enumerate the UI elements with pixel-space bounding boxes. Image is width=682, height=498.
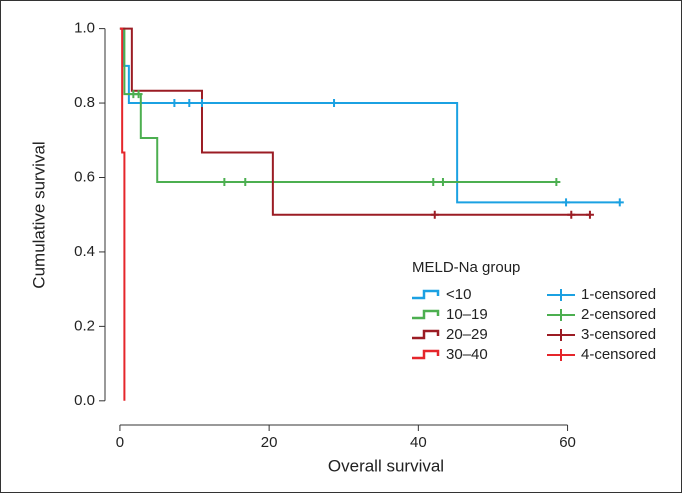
censor-mark [552, 177, 561, 186]
censor-mark [567, 210, 576, 219]
legend-label: 30–40 [446, 346, 488, 363]
censor-mark [430, 210, 439, 219]
legend-label: 3-censored [581, 326, 656, 343]
legend-label: 20–29 [446, 326, 488, 343]
censor-mark [429, 177, 438, 186]
survival-line [119, 27, 557, 183]
y-tick-label: 0.8 [74, 94, 95, 111]
legend-marker [547, 289, 575, 301]
y-tick-label: 0.0 [74, 392, 95, 409]
censor-mark [197, 99, 206, 108]
legend-marker [547, 349, 575, 361]
censor-mark [185, 99, 194, 108]
censor-mark [585, 210, 594, 219]
y-tick-label: 0.4 [74, 243, 95, 260]
y-tick-label: 0.6 [74, 168, 95, 185]
censor-mark [330, 99, 339, 108]
y-tick-label: 0.2 [74, 317, 95, 334]
censor-mark [220, 177, 229, 186]
legend-marker [412, 349, 440, 360]
survival-line [119, 27, 126, 401]
x-tick-label: 20 [261, 434, 278, 451]
legend-label: 2-censored [581, 306, 656, 323]
legend-marker [547, 309, 575, 321]
censor-mark [615, 198, 624, 207]
x-tick-label: 0 [116, 434, 124, 451]
legend-label: 1-censored [581, 286, 656, 303]
y-axis-label: Cumulative survival [29, 141, 48, 288]
survival-line [119, 27, 590, 216]
legend-label: <10 [446, 286, 471, 303]
legend-marker [412, 309, 440, 320]
legend-title: MELD-Na group [412, 259, 520, 276]
x-axis-label: Overall survival [328, 456, 444, 475]
y-tick-label: 1.0 [74, 20, 95, 37]
censor-mark [134, 90, 143, 99]
legend-marker [412, 289, 440, 300]
legend-label: 10–19 [446, 306, 488, 323]
censor-mark [562, 198, 571, 207]
censor-mark [241, 177, 250, 186]
x-tick-label: 40 [410, 434, 427, 451]
censor-mark [438, 177, 447, 186]
legend-label: 4-censored [581, 346, 656, 363]
legend-marker [412, 329, 440, 340]
censor-mark [170, 99, 179, 108]
x-tick-label: 60 [559, 434, 576, 451]
legend-marker [547, 329, 575, 341]
